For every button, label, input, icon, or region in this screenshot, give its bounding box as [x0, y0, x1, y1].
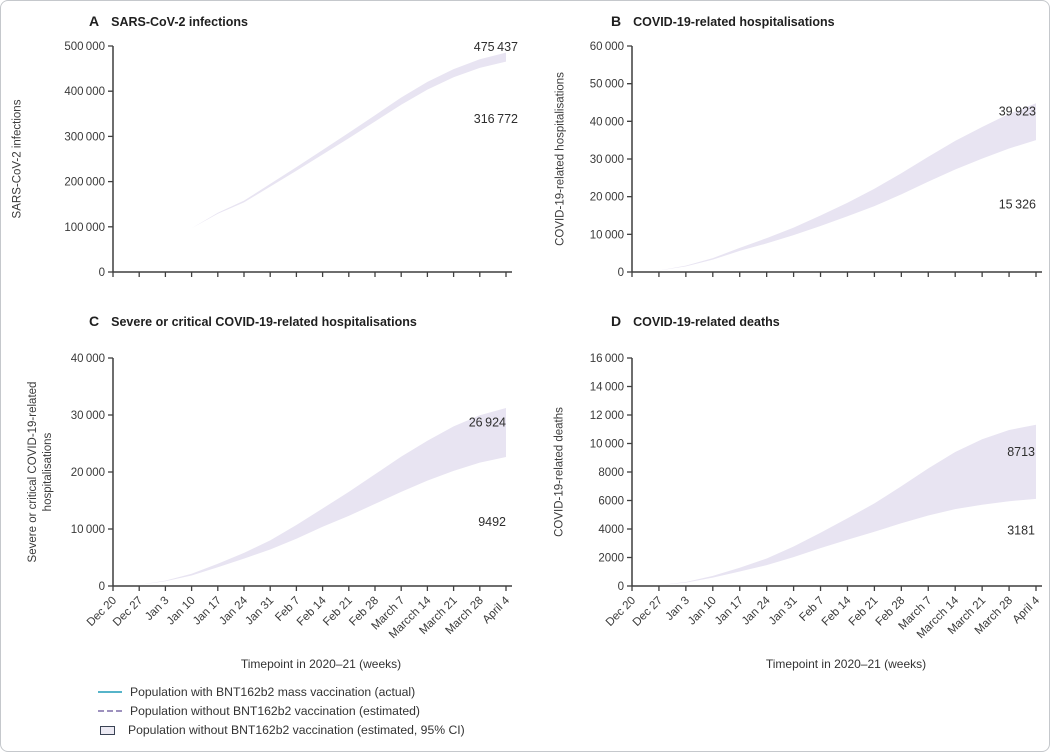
estimated-end-value-label: 475 437 — [474, 40, 518, 54]
panel-a-title: SARS-CoV-2 infections — [111, 15, 248, 29]
y-tick-label: 60 000 — [590, 41, 624, 53]
y-tick-label: 300 000 — [64, 131, 105, 143]
panel-c-letter: C — [89, 313, 100, 329]
y-tick-label: 0 — [99, 581, 105, 593]
y-tick-label: 500 000 — [64, 41, 105, 53]
x-tick-label: April 4 — [481, 594, 513, 626]
y-tick-label: 6000 — [598, 496, 624, 508]
x-tick-label: Dec 27 — [111, 595, 145, 629]
y-tick-label: 400 000 — [64, 86, 105, 98]
legend-label-estimated: Population without BNT162b2 vaccination … — [130, 704, 420, 718]
ci-band — [113, 408, 506, 586]
y-tick-label: 0 — [618, 581, 624, 593]
y-tick-label: 50 000 — [590, 79, 624, 91]
panel-c-header: C Severe or critical COVID-19-related ho… — [89, 313, 417, 329]
y-tick-label: 0 — [618, 267, 624, 279]
panel-b-chart: 0 10 000 20 000 30 000 40 000 50 000 60 000 39 … — [590, 41, 1042, 279]
y-tick-label: 200 000 — [64, 177, 105, 189]
actual-end-value-label: 316 772 — [474, 112, 518, 126]
panel-c-title: Severe or critical COVID-19-related hosp… — [111, 315, 417, 329]
legend: Population with BNT162b2 mass vaccinatio… — [98, 685, 465, 737]
legend-label-ci: Population without BNT162b2 vaccination … — [128, 723, 465, 737]
y-tick-label: 100 000 — [64, 222, 105, 234]
panel-d-title: COVID-19-related deaths — [633, 315, 780, 329]
ci-box-swatch-icon — [100, 725, 115, 735]
legend-item-estimated: Population without BNT162b2 vaccination … — [98, 704, 465, 718]
panel-d-header: D COVID-19-related deaths — [611, 313, 780, 329]
ci-band — [632, 103, 1036, 272]
panel-b-title: COVID-19-related hospitalisations — [633, 15, 835, 29]
estimated-end-value-label: 8713 — [1007, 445, 1035, 459]
x-tick-label: Jan 10 — [686, 595, 719, 628]
x-tick-label: Dec 27 — [631, 595, 665, 629]
actual-end-value-label: 15 326 — [999, 197, 1036, 211]
dashed-line-swatch-icon — [98, 710, 122, 712]
panel-a-header: A SARS-CoV-2 infections — [89, 13, 248, 29]
y-tick-label: 4000 — [598, 524, 624, 536]
y-tick-label: 0 — [99, 267, 105, 279]
legend-label-actual: Population with BNT162b2 mass vaccinatio… — [130, 685, 416, 699]
xaxis-title-left: Timepoint in 2020–21 (weeks) — [240, 657, 402, 671]
legend-item-actual: Population with BNT162b2 mass vaccinatio… — [98, 685, 465, 699]
x-tick-label: Jan 17 — [191, 595, 224, 628]
x-tick-label: Jan 17 — [713, 595, 746, 628]
estimated-end-value-label: 26 924 — [469, 416, 506, 430]
y-tick-label: 10 000 — [71, 524, 105, 536]
y-tick-label: 40 000 — [590, 116, 624, 128]
x-tick-label: April 4 — [1011, 594, 1043, 626]
actual-end-value-label: 9492 — [478, 515, 506, 529]
estimated-end-value-label: 39 923 — [999, 105, 1036, 119]
y-tick-label: 30 000 — [71, 410, 105, 422]
y-tick-label: 8000 — [598, 467, 624, 479]
x-tick-label: Jan 31 — [767, 595, 800, 628]
y-tick-label: 2000 — [598, 553, 624, 565]
y-tick-label: 14 000 — [590, 382, 624, 394]
y-tick-label: 10 000 — [590, 229, 624, 241]
legend-item-ci: Population without BNT162b2 vaccination … — [98, 723, 465, 737]
x-tick-label: Feb 21 — [847, 595, 881, 629]
y-tick-label: 12 000 — [590, 410, 624, 422]
x-tick-label: Jan 10 — [165, 595, 198, 628]
x-tick-label: Jan 31 — [243, 595, 276, 628]
y-tick-label: 30 000 — [590, 154, 624, 166]
solid-line-swatch-icon — [98, 691, 122, 693]
x-tick-label: Jan 24 — [740, 594, 773, 627]
panel-b-header: B COVID-19-related hospitalisations — [611, 13, 835, 29]
xaxis-title-right: Timepoint in 2020–21 (weeks) — [765, 657, 927, 671]
y-tick-label: 16 000 — [590, 353, 624, 365]
y-tick-label: 40 000 — [71, 353, 105, 365]
y-tick-label: 20 000 — [71, 467, 105, 479]
panel-d-chart: 0 2000 4000 6000 8000 10 000 12 000 14 000 16 00… — [590, 353, 1043, 641]
panel-a-letter: A — [89, 13, 100, 29]
y-tick-label: 10 000 — [590, 439, 624, 451]
ci-band — [113, 52, 506, 272]
ci-band — [632, 424, 1036, 586]
panel-a-chart: 0 100 000 200 000 300 000 400 000 500 000 475 … — [64, 40, 518, 279]
panel-d-letter: D — [611, 313, 622, 329]
actual-end-value-label: 3181 — [1007, 524, 1035, 538]
y-tick-label: 20 000 — [590, 192, 624, 204]
panel-b-letter: B — [611, 13, 622, 29]
